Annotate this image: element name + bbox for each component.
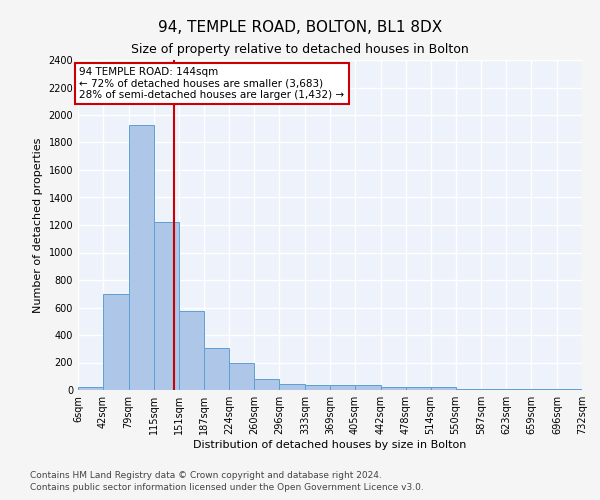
Bar xyxy=(355,385,380,390)
Text: Size of property relative to detached houses in Bolton: Size of property relative to detached ho… xyxy=(131,42,469,56)
Text: Contains HM Land Registry data © Crown copyright and database right 2024.: Contains HM Land Registry data © Crown c… xyxy=(30,471,382,480)
Bar xyxy=(128,124,154,390)
Text: 94, TEMPLE ROAD, BOLTON, BL1 8DX: 94, TEMPLE ROAD, BOLTON, BL1 8DX xyxy=(158,20,442,35)
Bar xyxy=(406,387,431,390)
Bar xyxy=(203,348,229,390)
Bar xyxy=(305,385,330,390)
Bar xyxy=(380,387,406,390)
Y-axis label: Number of detached properties: Number of detached properties xyxy=(33,138,43,312)
Bar xyxy=(330,385,355,390)
Bar xyxy=(179,311,203,390)
Bar xyxy=(154,222,179,390)
Bar xyxy=(103,294,128,390)
Text: 94 TEMPLE ROAD: 144sqm
← 72% of detached houses are smaller (3,683)
28% of semi-: 94 TEMPLE ROAD: 144sqm ← 72% of detached… xyxy=(79,67,344,100)
X-axis label: Distribution of detached houses by size in Bolton: Distribution of detached houses by size … xyxy=(193,440,467,450)
Bar xyxy=(229,362,254,390)
Bar xyxy=(280,384,305,390)
Bar xyxy=(254,379,280,390)
Bar xyxy=(78,387,103,390)
Text: Contains public sector information licensed under the Open Government Licence v3: Contains public sector information licen… xyxy=(30,484,424,492)
Bar xyxy=(431,387,455,390)
